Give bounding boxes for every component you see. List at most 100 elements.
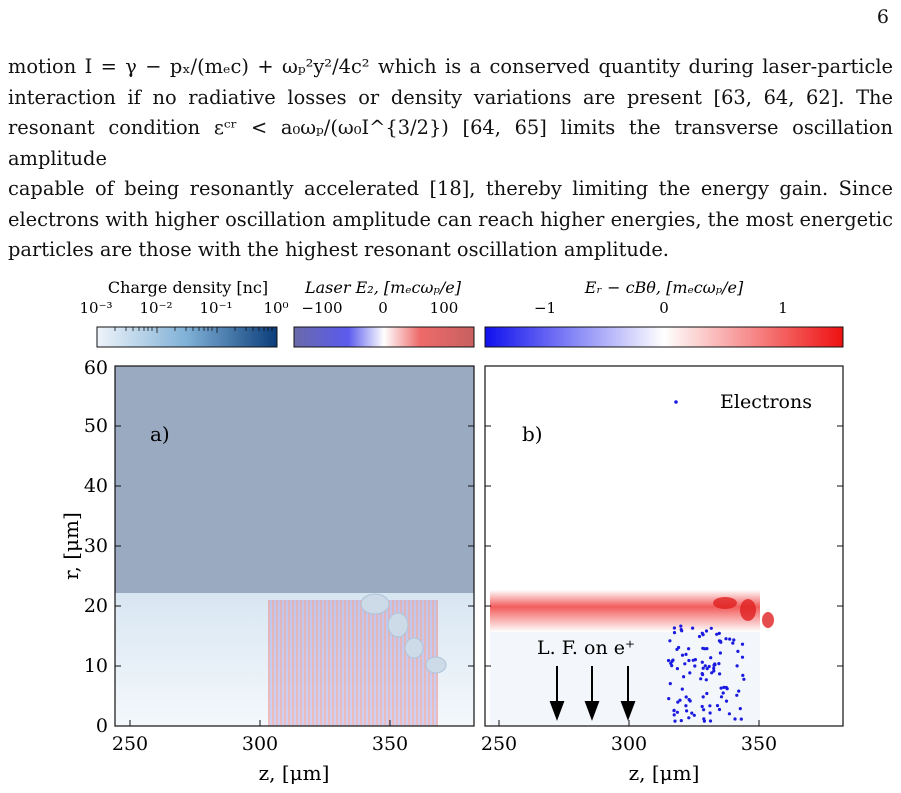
- x-tick-label: 250: [112, 733, 148, 755]
- electron-point: [678, 698, 682, 702]
- y-axis-label: r, [μm]: [59, 512, 83, 580]
- electron-point: [732, 638, 736, 642]
- electron-point: [724, 699, 729, 703]
- panel-b-label: b): [522, 422, 543, 446]
- electron-point: [684, 704, 688, 708]
- panel-a-density-blobs: [360, 593, 447, 674]
- y-tick-label: 0: [96, 715, 108, 737]
- electron-point: [713, 662, 717, 666]
- electron-point: [708, 719, 713, 723]
- electron-point: [688, 671, 692, 675]
- electron-point: [675, 667, 680, 671]
- colorbar-laser-tick: −100: [301, 299, 342, 317]
- x-tick-label: 250: [481, 733, 517, 755]
- electron-point: [708, 711, 712, 715]
- colorbar-charge-label: Charge density [nᴄ]: [108, 278, 268, 297]
- electron-point: [666, 658, 671, 663]
- electron-point: [717, 662, 721, 666]
- colorbar-field: [484, 326, 844, 348]
- electron-point: [707, 664, 711, 669]
- electron-point: [719, 695, 724, 699]
- electron-point: [735, 664, 739, 668]
- electron-point: [717, 707, 722, 712]
- colorbar-field-tick: 1: [778, 299, 788, 317]
- electron-point: [673, 719, 677, 723]
- x-axis-label-a: z, [μm]: [259, 761, 330, 785]
- panel-b: b) Electrons L. F. on e⁺: [484, 365, 844, 727]
- colorbar-charge-tick: 10⁻³: [79, 299, 112, 317]
- electron-point: [712, 666, 716, 670]
- electron-point: [687, 698, 691, 702]
- body-paragraph: motion I = γ − pₓ/(mₑc) + ωₚ²y²/4c² whic…: [8, 52, 893, 266]
- colorbar-laser-tick: 0: [378, 299, 388, 317]
- electron-point: [735, 693, 739, 697]
- electron-point: [702, 708, 706, 712]
- electron-point: [704, 678, 708, 682]
- x-tick-label: 300: [611, 733, 647, 755]
- electron-point: [727, 712, 732, 716]
- electron-point: [740, 642, 745, 646]
- electron-point: [715, 632, 719, 636]
- electron-point: [672, 713, 676, 717]
- electron-point: [701, 666, 705, 670]
- electron-point: [705, 691, 709, 696]
- colorbar-laser-label: Laser E₂, [mₑcωₚ/e]: [304, 278, 462, 297]
- electron-point: [740, 655, 745, 659]
- paragraph-line: interaction if no radiative losses or de…: [8, 85, 893, 109]
- electron-point: [700, 672, 704, 676]
- electron-point: [741, 673, 745, 678]
- electron-point: [718, 672, 722, 676]
- electron-point: [691, 626, 695, 630]
- annotation-lf-on-positrons: L. F. on e⁺: [537, 637, 635, 659]
- page-number: 6: [876, 6, 889, 28]
- electron-point: [677, 645, 681, 650]
- electron-point: [699, 677, 703, 681]
- paragraph-line: resonant condition εᶜʳ < a₀ωₚ/(ω₀I^{3/2}…: [8, 116, 893, 170]
- electron-point: [739, 717, 743, 721]
- y-tick-label: 40: [84, 475, 108, 497]
- electron-point: [684, 695, 688, 699]
- y-tick-label: 50: [84, 415, 108, 437]
- electron-point: [742, 677, 746, 681]
- panel-b-field-blobs: [713, 597, 774, 628]
- electron-point: [693, 664, 697, 668]
- x-tick-label: 300: [242, 733, 278, 755]
- legend-electrons-label: Electrons: [720, 391, 812, 413]
- electron-point: [721, 691, 725, 695]
- electron-point: [722, 685, 726, 690]
- panel-a-background-fill: [115, 366, 474, 593]
- y-tick-label: 60: [84, 357, 108, 379]
- colorbar-field-tick: −1: [534, 299, 556, 317]
- electron-point: [731, 641, 735, 645]
- electron-point: [702, 719, 707, 723]
- electron-point: [680, 687, 684, 691]
- colorbar-charge-tick: 10⁰: [263, 299, 288, 317]
- electron-point: [668, 639, 672, 643]
- x-tick-label: 350: [372, 733, 408, 755]
- electron-point: [680, 653, 685, 657]
- electron-point: [704, 629, 709, 633]
- electron-point: [682, 675, 686, 679]
- electron-point: [724, 685, 728, 690]
- electron-scatter: [666, 624, 746, 723]
- electron-point: [703, 647, 707, 651]
- electron-point: [672, 631, 677, 635]
- electron-point: [705, 667, 709, 671]
- electron-point: [679, 624, 683, 628]
- colorbar-charge-minor-ticks: [114, 327, 273, 333]
- legend-electrons-marker: [674, 400, 678, 404]
- colorbar-charge: [96, 326, 278, 348]
- colorbar-field-tick: 0: [659, 299, 669, 317]
- electron-point: [672, 626, 677, 630]
- electron-point: [708, 704, 712, 708]
- colorbar-field-label: Eᵣ − cBθ, [mₑcωₚ/e]: [584, 278, 744, 297]
- y-tick-label: 20: [84, 595, 108, 617]
- figure: Charge density [nᴄ] Laser E₂, [mₑcωₚ/e] …: [59, 278, 844, 785]
- electron-point: [692, 713, 696, 717]
- y-tick-label: 10: [84, 655, 108, 677]
- electron-point: [687, 716, 691, 720]
- electron-point: [724, 637, 728, 641]
- panel-b-field-band: [490, 590, 760, 632]
- electron-point: [700, 631, 704, 635]
- electron-point: [728, 637, 732, 641]
